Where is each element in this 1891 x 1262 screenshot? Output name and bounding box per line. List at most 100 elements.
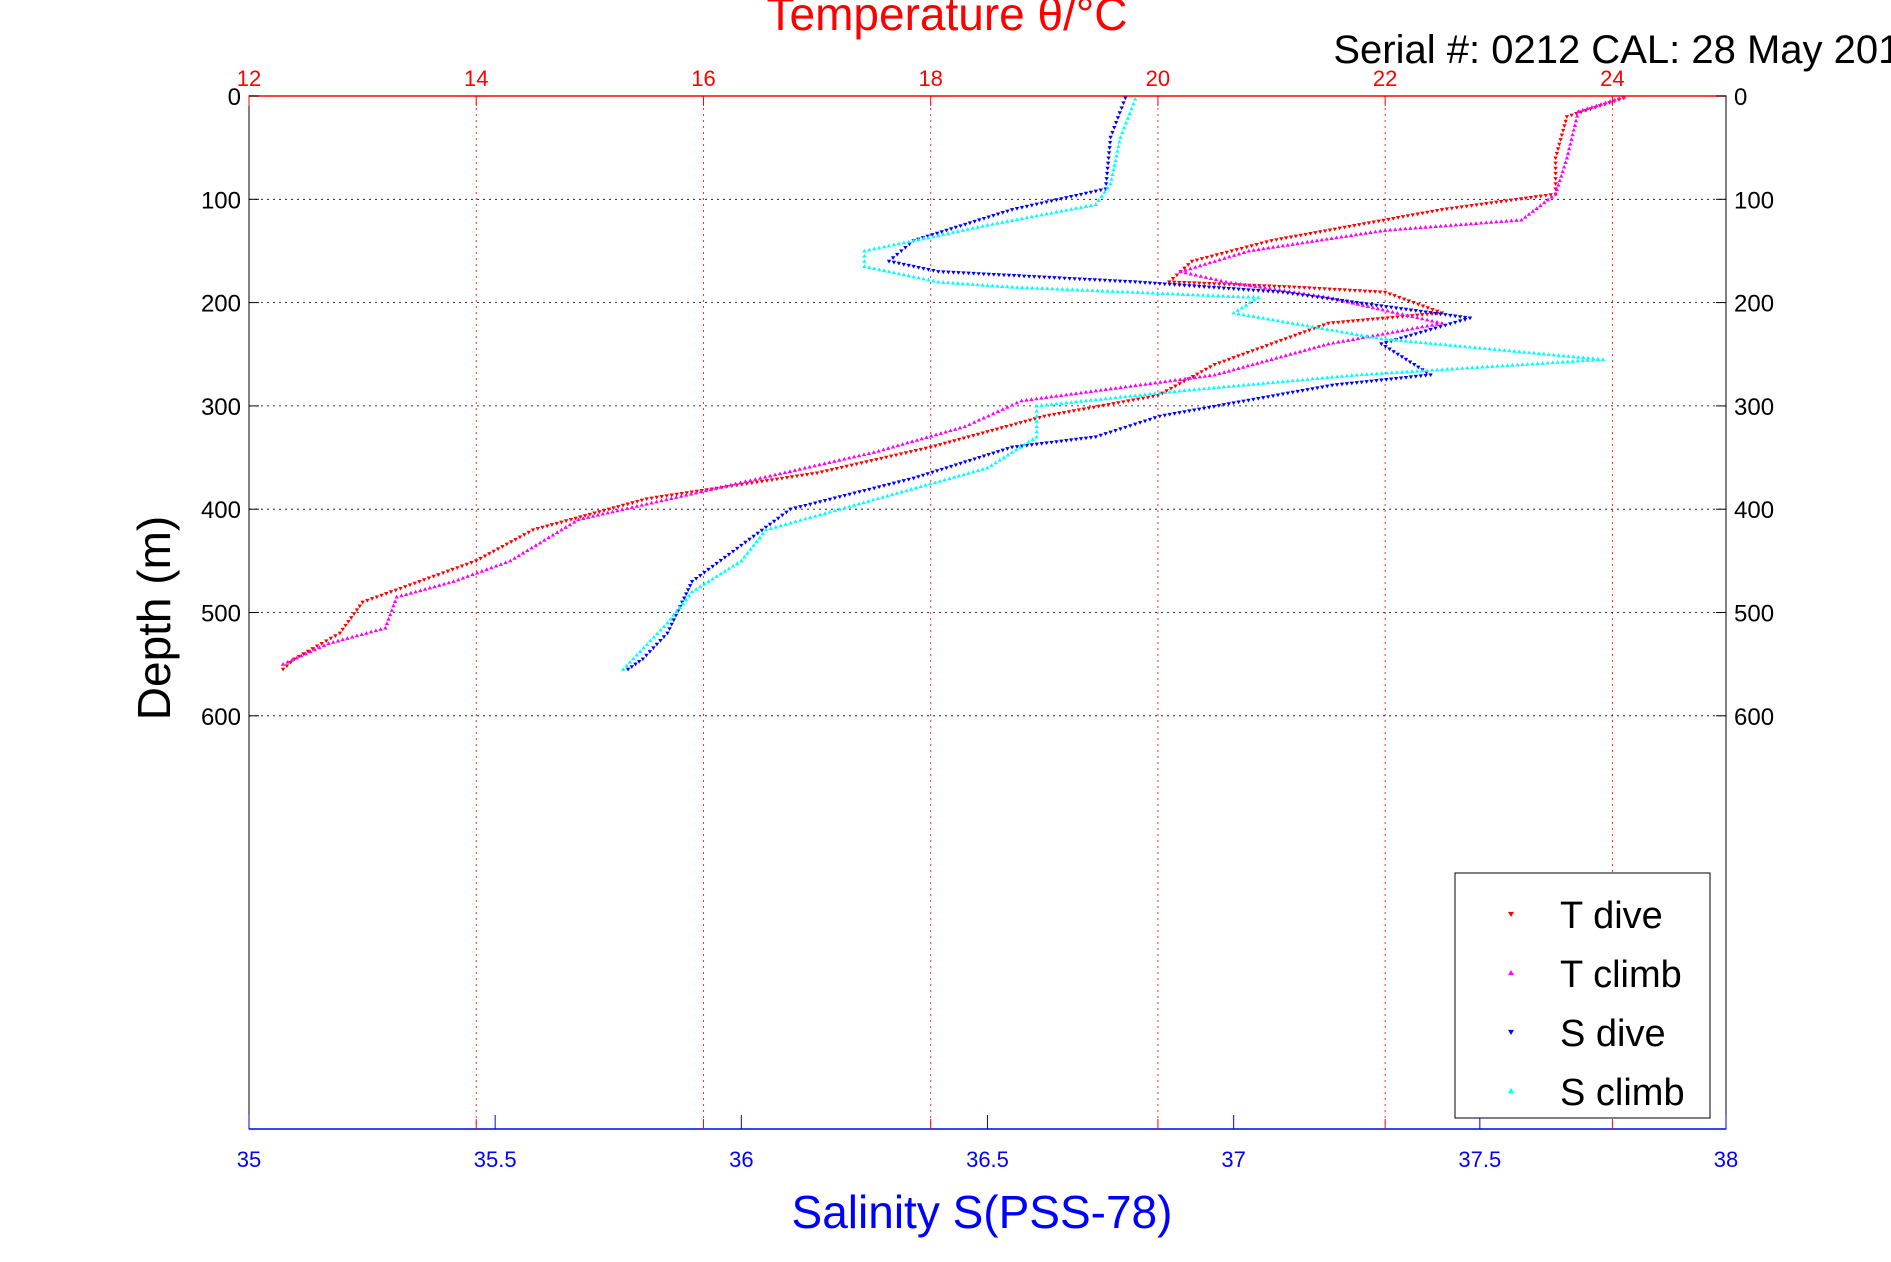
data-point-s-climb — [722, 568, 728, 573]
data-point-s-climb — [745, 550, 750, 555]
data-point-s-dive — [636, 660, 642, 664]
data-point-s-dive — [1354, 301, 1359, 305]
data-point-s-climb — [995, 221, 1000, 225]
data-point-s-climb — [1545, 360, 1550, 365]
data-point-s-dive — [1117, 111, 1123, 115]
data-point-t-dive — [455, 566, 460, 570]
data-point-s-climb — [1049, 402, 1054, 406]
data-point-t-climb — [586, 515, 591, 519]
data-point-s-climb — [1241, 382, 1246, 387]
data-point-s-dive — [1379, 342, 1384, 347]
data-point-t-dive — [573, 516, 578, 521]
data-point-t-climb — [422, 587, 428, 591]
data-point-s-dive — [1009, 445, 1015, 450]
data-point-s-climb — [1535, 361, 1540, 366]
data-point-s-dive — [1133, 280, 1138, 285]
data-point-s-climb — [773, 524, 778, 529]
data-point-s-climb — [677, 605, 682, 609]
data-point-t-climb — [359, 632, 364, 636]
data-point-t-climb — [1088, 389, 1094, 394]
data-point-t-dive — [918, 447, 924, 452]
data-point-t-climb — [1439, 321, 1445, 325]
data-point-t-climb — [1358, 231, 1364, 236]
data-point-s-climb — [923, 483, 928, 487]
data-point-t-climb — [986, 413, 991, 418]
data-point-t-climb — [1202, 374, 1208, 378]
data-point-t-climb — [1434, 319, 1440, 324]
data-point-t-climb — [1262, 285, 1268, 290]
data-point-t-climb — [1309, 239, 1315, 243]
data-point-s-dive — [743, 540, 748, 545]
data-point-s-climb — [1105, 288, 1110, 293]
data-point-t-dive — [1400, 314, 1405, 319]
data-point-s-dive — [1403, 335, 1409, 339]
data-point-s-dive — [986, 272, 991, 277]
data-point-s-dive — [1344, 299, 1350, 304]
data-point-t-climb — [1098, 387, 1104, 392]
data-point-s-dive — [1142, 281, 1148, 285]
data-point-s-dive — [1068, 195, 1074, 199]
data-point-t-dive — [1282, 285, 1287, 289]
data-point-s-climb — [1034, 213, 1039, 218]
data-point-t-climb — [1228, 280, 1234, 285]
data-point-s-climb — [880, 495, 885, 499]
data-point-s-dive — [1398, 307, 1404, 311]
data-point-t-dive — [1313, 231, 1318, 235]
data-point-s-dive — [862, 489, 867, 493]
data-point-t-dive — [1214, 253, 1220, 258]
data-point-t-dive — [1061, 411, 1067, 415]
data-point-s-dive — [1072, 277, 1077, 281]
data-point-t-climb — [1083, 389, 1089, 394]
data-point-t-climb — [1405, 327, 1410, 332]
data-point-t-climb — [1545, 197, 1551, 202]
data-point-t-climb — [1373, 229, 1378, 234]
data-point-t-dive — [908, 450, 914, 454]
data-point-s-dive — [1088, 190, 1094, 195]
data-point-t-dive — [1361, 222, 1367, 226]
data-point-t-dive — [1322, 229, 1328, 234]
data-point-s-dive — [986, 215, 991, 220]
data-point-s-climb — [990, 283, 995, 288]
data-point-t-dive — [1259, 345, 1265, 350]
data-point-s-dive — [1393, 306, 1399, 311]
data-point-t-climb — [924, 435, 929, 439]
data-point-s-climb — [1182, 388, 1187, 392]
data-point-s-climb — [1460, 366, 1465, 370]
data-point-t-dive — [1340, 320, 1346, 325]
data-point-s-dive — [1105, 161, 1111, 166]
data-point-s-dive — [1423, 329, 1428, 334]
data-point-s-climb — [1205, 293, 1211, 297]
data-point-s-dive — [1059, 439, 1064, 444]
data-point-s-dive — [857, 490, 862, 495]
data-point-t-climb — [1302, 348, 1307, 352]
data-point-t-climb — [1059, 393, 1064, 397]
data-point-s-climb — [1344, 330, 1350, 335]
data-point-s-climb — [1394, 370, 1400, 374]
data-point-s-climb — [975, 224, 980, 229]
data-point-t-dive — [1307, 328, 1312, 333]
data-point-t-climb — [1378, 228, 1383, 233]
data-point-t-climb — [1560, 169, 1565, 174]
data-point-s-dive — [1453, 314, 1458, 319]
data-point-s-climb — [1495, 363, 1500, 368]
data-point-t-dive — [1202, 281, 1207, 286]
data-point-t-climb — [782, 470, 788, 475]
data-point-s-climb — [947, 476, 952, 481]
data-point-s-dive — [995, 450, 1001, 454]
data-point-t-climb — [976, 417, 982, 422]
data-point-s-climb — [1210, 293, 1216, 298]
data-point-t-climb — [1571, 127, 1576, 132]
data-point-s-dive — [981, 454, 987, 459]
data-point-t-climb — [1256, 247, 1261, 252]
data-point-t-climb — [1393, 227, 1398, 232]
data-point-t-climb — [1570, 132, 1575, 137]
data-point-t-dive — [1279, 237, 1284, 242]
data-point-t-dive — [794, 474, 800, 479]
data-point-s-dive — [673, 613, 679, 618]
data-point-s-dive — [1019, 205, 1025, 210]
data-point-s-dive — [689, 579, 695, 584]
data-point-t-dive — [597, 510, 602, 514]
data-point-t-climb — [1290, 242, 1295, 246]
data-point-t-dive — [1222, 282, 1227, 287]
data-point-t-climb — [1238, 281, 1243, 286]
